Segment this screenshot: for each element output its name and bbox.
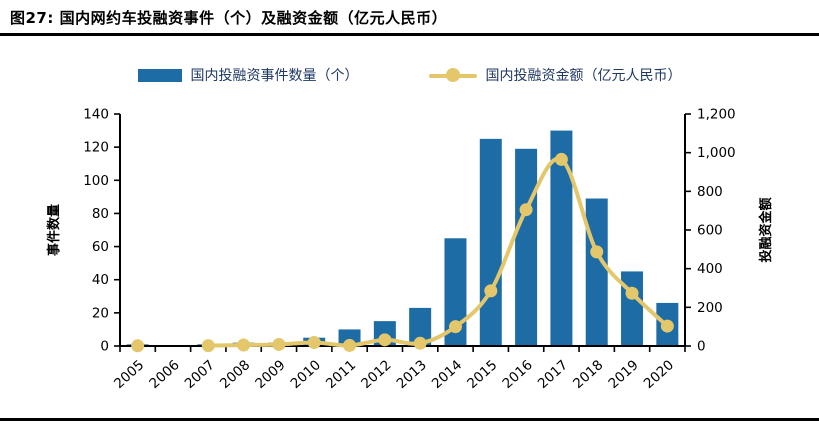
left-tick-label: 140 <box>83 107 109 123</box>
legend-item-events: 国内投融资事件数量（个） <box>137 65 359 85</box>
right-tick-label: 0 <box>697 339 706 355</box>
x-tick-label: 2011 <box>323 357 359 392</box>
bar-2019 <box>621 271 644 346</box>
x-tick-label: 2006 <box>146 357 182 392</box>
x-tick-label: 2010 <box>288 357 324 392</box>
right-tick-label: 400 <box>697 261 723 277</box>
x-tick-label: 2019 <box>605 357 641 392</box>
left-tick-label: 60 <box>92 239 109 255</box>
x-tick-label: 2008 <box>217 357 253 392</box>
right-tick-label: 800 <box>697 184 723 200</box>
amount-marker-2014 <box>448 320 462 334</box>
left-tick-label: 80 <box>92 206 109 222</box>
amount-marker-2020 <box>660 319 674 333</box>
figure-title: 图27: 国内网约车投融资事件（个）及融资金额（亿元人民币） <box>10 9 448 27</box>
amount-marker-2018 <box>590 245 604 259</box>
x-tick-label: 2014 <box>429 357 465 392</box>
left-tick-label: 0 <box>100 339 109 355</box>
right-tick-label: 200 <box>697 300 723 316</box>
bar-2013 <box>409 307 432 346</box>
legend-label-amount: 国内投融资金额（亿元人民币） <box>485 68 682 84</box>
amount-marker-2010 <box>307 336 321 350</box>
chart-plot-area: 0 20 40 60 80 100 120 140 0 200 400 600 800 1,000 1,20… <box>0 90 819 420</box>
x-tick-label: 2005 <box>111 357 147 392</box>
left-tick-label: 40 <box>92 272 109 288</box>
bar-2015 <box>479 138 502 346</box>
x-tick-label: 2017 <box>535 357 571 392</box>
right-tick-label: 1,000 <box>697 145 736 161</box>
chart-legend: 国内投融资事件数量（个） 国内投融资金额（亿元人民币） <box>0 62 819 88</box>
figure-header: 图27: 国内网约车投融资事件（个）及融资金额（亿元人民币） <box>0 0 819 33</box>
amount-marker-2017 <box>554 152 568 166</box>
right-tick-label: 600 <box>697 223 723 239</box>
title-divider-rule <box>0 33 819 36</box>
legend-item-amount: 国内投融资金额（亿元人民币） <box>428 65 682 85</box>
x-tick-label: 2016 <box>500 357 536 392</box>
x-tick-label: 2012 <box>358 357 394 392</box>
line-swatch-marker-icon <box>445 68 460 82</box>
x-tick-label: 2020 <box>641 357 677 392</box>
amount-marker-2011 <box>343 338 357 352</box>
amount-marker-2016 <box>519 203 533 217</box>
x-tick-label: 2009 <box>252 357 288 392</box>
bar-series-swatch <box>137 68 182 82</box>
x-tick-label: 2018 <box>570 357 606 392</box>
amount-marker-2008 <box>237 338 251 352</box>
amount-marker-2015 <box>484 284 498 298</box>
amount-marker-2005 <box>131 339 145 353</box>
amount-marker-2013 <box>413 336 427 350</box>
amount-marker-2007 <box>201 339 215 353</box>
left-axis-title: 事件数量 <box>46 204 62 256</box>
right-axis-title: 投融资金额 <box>758 197 774 262</box>
x-tick-label: 2007 <box>182 357 218 392</box>
x-tick-label: 2015 <box>464 357 500 392</box>
amount-marker-2019 <box>625 286 639 300</box>
left-tick-label: 120 <box>83 140 109 156</box>
amount-marker-2009 <box>272 337 286 351</box>
combo-chart-svg: 0 20 40 60 80 100 120 140 0 200 400 600 800 1,000 1,20… <box>46 107 774 392</box>
bar-2018 <box>585 198 608 346</box>
bar-2014 <box>444 238 467 346</box>
bar-2016 <box>515 148 538 346</box>
bottom-divider-rule <box>0 418 819 421</box>
line-series-swatch <box>428 68 477 82</box>
right-tick-label: 1,200 <box>697 107 736 123</box>
bar-2017 <box>550 130 573 346</box>
x-tick-label: 2013 <box>394 357 430 392</box>
left-tick-label: 100 <box>83 173 109 189</box>
amount-marker-2012 <box>378 333 392 347</box>
bar-2011 <box>338 329 361 346</box>
legend-label-events: 国内投融资事件数量（个） <box>190 68 359 84</box>
left-tick-label: 20 <box>92 305 109 321</box>
